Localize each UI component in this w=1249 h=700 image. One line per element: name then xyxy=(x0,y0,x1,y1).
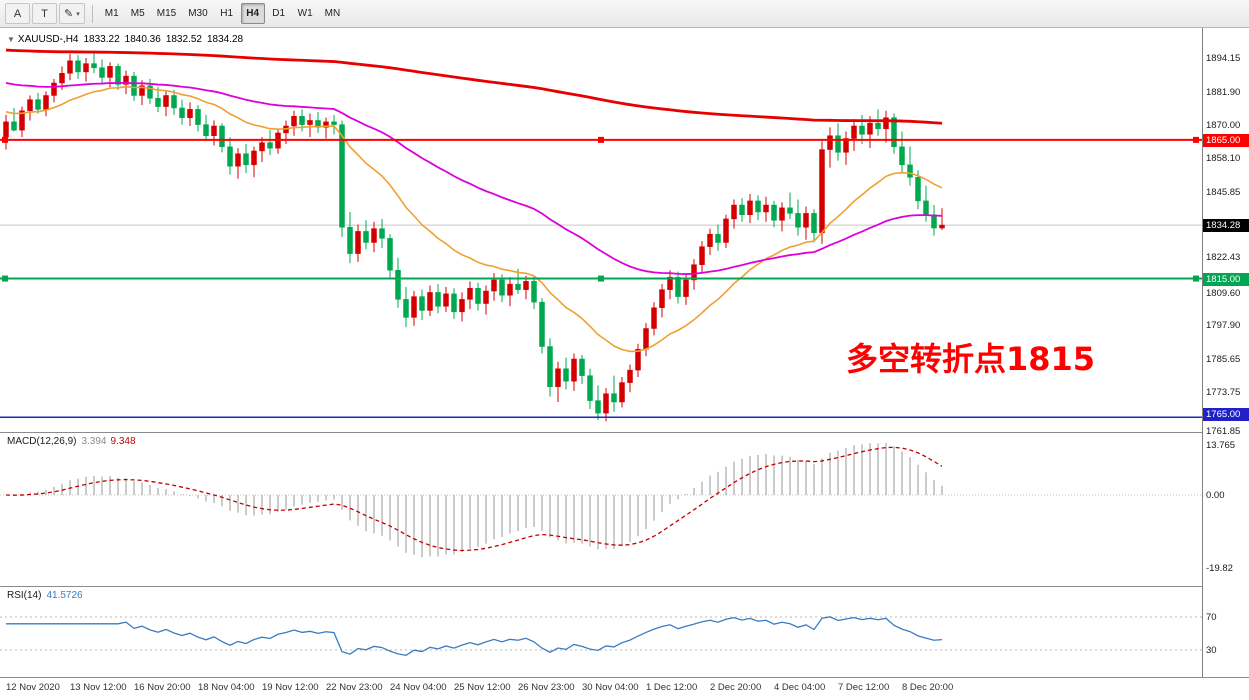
time-label: 22 Nov 23:00 xyxy=(326,682,383,693)
toolbar-separator xyxy=(91,4,93,23)
time-label: 8 Dec 20:00 xyxy=(902,682,954,693)
time-label: 2 Dec 20:00 xyxy=(710,682,762,693)
panel-separator-macd[interactable] xyxy=(0,432,1249,433)
macd-histogram xyxy=(13,443,943,558)
timeframe-button-m1[interactable]: M1 xyxy=(100,3,124,24)
hline-handle[interactable] xyxy=(2,136,8,143)
timeframe-buttons: M1 M5 M15 M30 H1 H4 D1 W1 MN xyxy=(99,3,346,24)
price-label: 1785.65 xyxy=(1206,353,1241,365)
hline-handle[interactable] xyxy=(1193,275,1199,282)
price-label: 1761.85 xyxy=(1206,426,1241,437)
hline-handle[interactable] xyxy=(1193,136,1199,143)
chart-title: ▼ XAUUSD-,H4 1833.22 1840.36 1832.52 1834.28 xyxy=(7,34,243,45)
price-label-black: 1834.28 xyxy=(1203,219,1249,233)
price-label: 1881.90 xyxy=(1206,86,1241,98)
rsi-label: RSI(14) 41.5726 xyxy=(7,590,83,601)
price-label: 1894.15 xyxy=(1206,53,1241,64)
time-label: 7 Dec 12:00 xyxy=(838,682,890,693)
rsi-line xyxy=(6,616,943,657)
macd-name: MACD(12,26,9) xyxy=(7,436,77,447)
price-label: 1773.75 xyxy=(1206,386,1241,398)
pencil-tool-button[interactable]: ✎ ▾ xyxy=(59,3,85,24)
price-label: 1822.43 xyxy=(1206,251,1241,263)
chevron-down-icon: ▾ xyxy=(76,10,80,18)
pencil-icon: ✎ xyxy=(64,8,74,20)
timeframe-button-m5[interactable]: M5 xyxy=(126,3,150,24)
panel-separator-time-axis xyxy=(0,677,1249,678)
hline-handle[interactable] xyxy=(2,275,8,282)
text-tool-button[interactable]: A xyxy=(5,3,30,24)
macd-signal-line xyxy=(5,446,943,552)
time-label: 19 Nov 12:00 xyxy=(262,682,319,693)
time-axis[interactable]: 12 Nov 2020 13 Nov 12:00 16 Nov 20:00 18 No… xyxy=(0,678,1202,700)
symbol-period: XAUUSD-,H4 xyxy=(17,34,79,45)
macd-label: MACD(12,26,9) 3.394 9.348 xyxy=(7,436,136,447)
time-label: 24 Nov 04:00 xyxy=(390,682,447,693)
macd-axis-label: 0.00 xyxy=(1206,490,1225,501)
macd-signal-value: 9.348 xyxy=(110,436,136,447)
time-label: 1 Dec 12:00 xyxy=(646,682,698,693)
annotation-text[interactable]: 多空转折点1815 xyxy=(846,340,1096,378)
rsi-axis-label: 70 xyxy=(1206,612,1217,623)
timeframe-button-h4[interactable]: H4 xyxy=(240,3,265,24)
macd-panel-chart[interactable] xyxy=(0,432,1202,586)
price-chart[interactable] xyxy=(0,28,1202,432)
ohlc-low: 1832.52 xyxy=(165,34,202,45)
ohlc-close: 1834.28 xyxy=(206,34,244,45)
price-label-red: 1865.00 xyxy=(1203,133,1249,147)
collapse-indicator-icon[interactable]: ▼ xyxy=(7,35,15,44)
macd-axis-label: 13.765 xyxy=(1206,439,1236,451)
hline-handle[interactable] xyxy=(598,136,604,143)
ohlc-high: 1840.36 xyxy=(124,34,161,45)
timeframe-button-w1[interactable]: W1 xyxy=(293,3,318,24)
macd-axis-label: -19.82 xyxy=(1206,562,1233,574)
rsi-name: RSI(14) xyxy=(7,590,42,601)
ma-mid-line xyxy=(5,81,943,275)
timeframe-button-h1[interactable]: H1 xyxy=(215,3,239,24)
panel-separator-rsi[interactable] xyxy=(0,586,1249,587)
timeframe-button-m15[interactable]: M15 xyxy=(152,3,181,24)
price-label: 1797.90 xyxy=(1206,319,1241,331)
candles xyxy=(3,52,945,422)
timeframe-button-d1[interactable]: D1 xyxy=(267,3,291,24)
time-label: 30 Nov 04:00 xyxy=(582,682,639,693)
price-scale[interactable]: 1894.15 1881.90 1870.00 1865.00 1858.10 1845.… xyxy=(1202,28,1249,677)
hline-handle[interactable] xyxy=(598,275,604,282)
rsi-value: 41.5726 xyxy=(46,590,83,601)
time-label: 25 Nov 12:00 xyxy=(454,682,511,693)
time-label: 16 Nov 20:00 xyxy=(134,682,191,693)
toolbar: A T ✎ ▾ M1 M5 M15 M30 H1 H4 D1 W1 MN xyxy=(0,0,1249,28)
price-label: 1870.00 xyxy=(1206,119,1241,131)
timeframe-button-m30[interactable]: M30 xyxy=(183,3,212,24)
price-label-blue: 1765.00 xyxy=(1203,408,1249,422)
ma-fast-line xyxy=(5,85,943,353)
rsi-axis-label: 30 xyxy=(1206,645,1217,656)
timeframe-button-mn[interactable]: MN xyxy=(320,3,346,24)
time-label: 12 Nov 2020 xyxy=(6,682,60,693)
price-label: 1858.10 xyxy=(1206,153,1241,164)
rsi-panel-chart[interactable] xyxy=(0,586,1202,677)
price-label: 1845.85 xyxy=(1206,186,1241,198)
time-label: 13 Nov 12:00 xyxy=(70,682,127,693)
time-label: 4 Dec 04:00 xyxy=(774,682,826,693)
cursor-tool-button[interactable]: T xyxy=(32,3,57,24)
ma-slow-line xyxy=(5,48,943,125)
price-label: 1809.60 xyxy=(1206,287,1241,299)
macd-main-value: 3.394 xyxy=(81,436,107,447)
time-label: 26 Nov 23:00 xyxy=(518,682,575,693)
time-label: 18 Nov 04:00 xyxy=(198,682,255,693)
ohlc-open: 1833.22 xyxy=(83,34,120,45)
price-label-green: 1815.00 xyxy=(1203,272,1249,286)
